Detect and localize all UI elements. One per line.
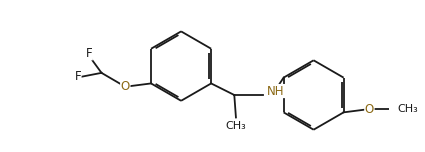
Text: NH: NH	[267, 85, 285, 98]
Text: F: F	[74, 70, 81, 83]
Text: CH₃: CH₃	[397, 104, 418, 114]
Text: CH₃: CH₃	[226, 121, 246, 131]
Text: O: O	[365, 103, 374, 116]
Text: O: O	[121, 80, 130, 93]
Text: F: F	[85, 47, 92, 60]
